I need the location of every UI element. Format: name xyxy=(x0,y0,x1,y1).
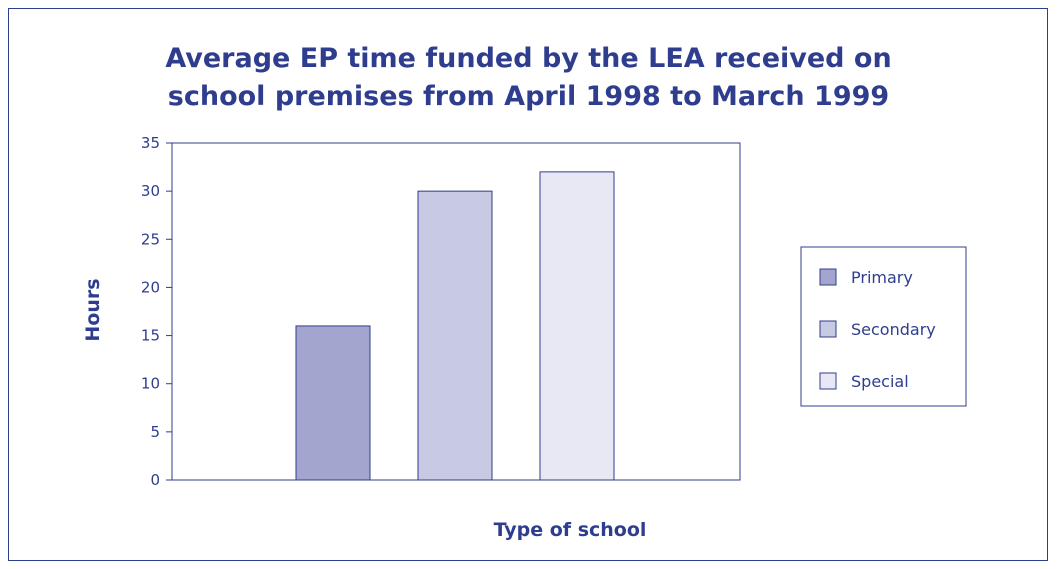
y-tick-label: 25 xyxy=(141,230,160,248)
y-tick-label: 10 xyxy=(141,375,160,393)
chart-title-line-2: school premises from April 1998 to March… xyxy=(167,81,890,112)
y-tick-label: 20 xyxy=(141,278,160,296)
chart-title: Average EP time funded by the LEA receiv… xyxy=(0,40,1057,116)
y-tick-label: 5 xyxy=(150,423,160,441)
y-tick-label: 0 xyxy=(150,471,160,489)
legend-label-secondary: Secondary xyxy=(851,320,936,339)
y-tick-label: 30 xyxy=(141,182,160,200)
y-tick-label: 15 xyxy=(141,327,160,345)
bar-primary xyxy=(295,325,371,481)
legend-label-primary: Primary xyxy=(851,268,913,287)
plot-area xyxy=(171,142,741,481)
chart-title-line-1: Average EP time funded by the LEA receiv… xyxy=(165,43,892,74)
legend: Primary Secondary Special xyxy=(800,246,967,407)
x-axis-title: Type of school xyxy=(494,519,647,541)
y-axis: 0 5 10 15 20 25 30 35 xyxy=(141,134,172,489)
y-tick-label: 35 xyxy=(141,134,160,152)
legend-swatch-primary xyxy=(819,268,837,286)
legend-swatch-special xyxy=(819,372,837,390)
y-axis-title: Hours xyxy=(82,278,104,341)
bar-secondary xyxy=(417,190,493,481)
bar-special xyxy=(539,171,615,481)
legend-label-special: Special xyxy=(851,372,909,391)
legend-swatch-secondary xyxy=(819,320,837,338)
